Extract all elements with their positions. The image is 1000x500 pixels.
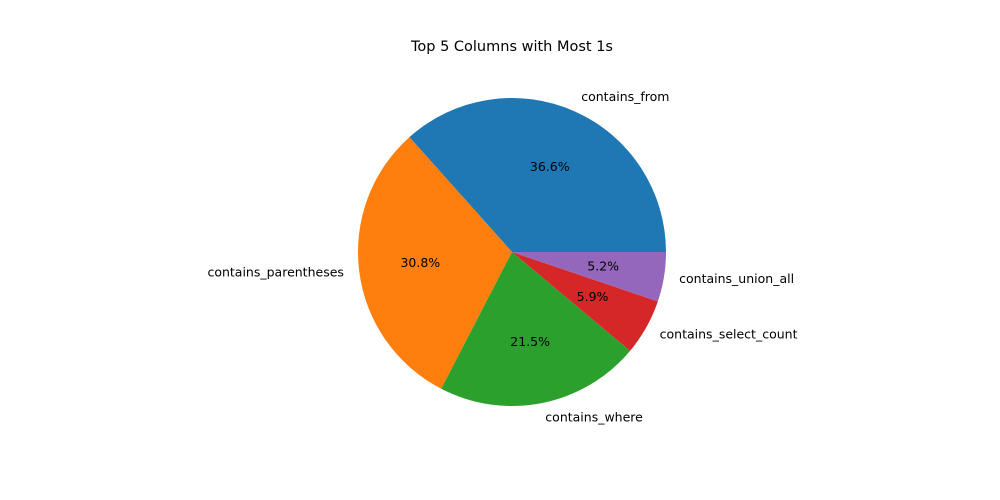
pie-labels: contains_from 36.6% contains_parentheses 30… bbox=[207, 89, 797, 425]
slice-percent-contains-select-count: 5.9% bbox=[577, 289, 609, 304]
pie-slice-contains-parentheses bbox=[358, 137, 512, 389]
slice-label-contains-select-count: contains_select_count bbox=[660, 327, 798, 342]
slice-percent-contains-parentheses: 30.8% bbox=[400, 255, 440, 270]
chart-title: Top 5 Columns with Most 1s bbox=[410, 39, 613, 55]
pie-slice-contains-union-all bbox=[512, 252, 666, 302]
pie-slice-contains-where bbox=[441, 252, 631, 406]
pie-slice-contains-select-count bbox=[512, 252, 658, 351]
slice-percent-contains-from: 36.6% bbox=[530, 159, 570, 174]
slice-label-contains-where: contains_where bbox=[545, 410, 643, 425]
slice-label-contains-from: contains_from bbox=[581, 89, 669, 104]
slice-percent-contains-union-all: 5.2% bbox=[587, 259, 619, 274]
pie-slices bbox=[358, 98, 666, 406]
slice-label-contains-parentheses: contains_parentheses bbox=[207, 265, 343, 280]
slice-label-contains-union-all: contains_union_all bbox=[679, 271, 794, 286]
slice-percent-contains-where: 21.5% bbox=[510, 334, 550, 349]
pie-slice-contains-from bbox=[409, 98, 666, 253]
